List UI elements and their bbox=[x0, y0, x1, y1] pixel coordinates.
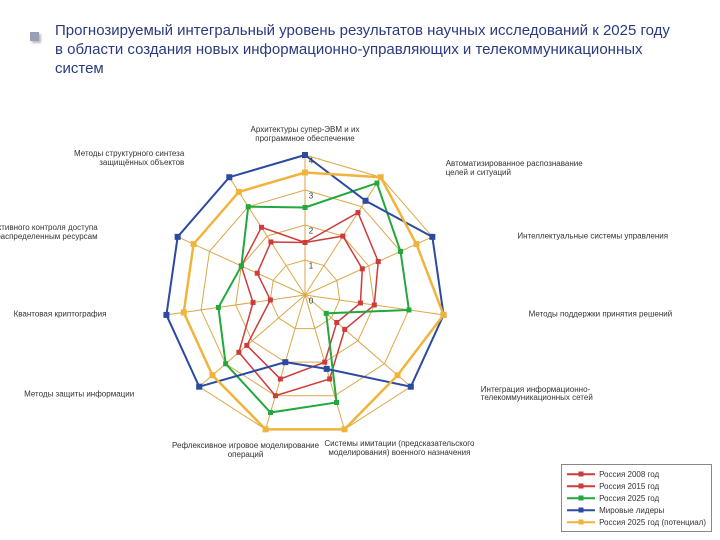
axis-label: Автоматизированное распознаваниецелей и … bbox=[446, 160, 616, 178]
series-marker bbox=[324, 311, 329, 316]
radial-tick: 4 bbox=[309, 157, 313, 166]
series-marker bbox=[216, 305, 221, 310]
series-marker bbox=[251, 300, 256, 305]
legend-item: Россия 2008 год bbox=[567, 468, 706, 480]
series-marker bbox=[378, 174, 384, 180]
series-marker bbox=[406, 307, 411, 312]
series-marker bbox=[429, 234, 435, 240]
series-marker bbox=[398, 249, 403, 254]
series-marker bbox=[191, 241, 197, 247]
legend-item: Россия 2015 год bbox=[567, 480, 706, 492]
series-marker bbox=[302, 170, 308, 176]
series-marker bbox=[196, 384, 202, 390]
series-marker bbox=[175, 234, 181, 240]
series-marker bbox=[278, 376, 283, 381]
legend-label: Россия 2015 год bbox=[599, 482, 659, 491]
series-marker bbox=[255, 271, 260, 276]
series-marker bbox=[236, 189, 242, 195]
axis-label: Методы защиты информации bbox=[0, 390, 134, 399]
axis-label: Квантовая криптография bbox=[0, 311, 106, 320]
series-line bbox=[218, 183, 409, 412]
series-marker bbox=[282, 359, 288, 365]
series-marker bbox=[363, 198, 369, 204]
series-marker bbox=[408, 384, 414, 390]
legend: Россия 2008 год Россия 2015 год Россия 202… bbox=[561, 464, 712, 532]
series-marker bbox=[327, 376, 332, 381]
series-marker bbox=[358, 300, 363, 305]
series-marker bbox=[263, 426, 269, 432]
series-marker bbox=[244, 343, 249, 348]
axis-label: Рефлексивное игровое моделированиеоперац… bbox=[146, 443, 346, 461]
radial-tick: 0 bbox=[309, 297, 313, 306]
slide: Прогнозируемый интегральный уровень резу… bbox=[0, 0, 720, 540]
series-marker bbox=[341, 426, 347, 432]
series-marker bbox=[355, 210, 360, 215]
legend-item: Россия 2025 год (потенциал) bbox=[567, 516, 706, 528]
series-marker bbox=[303, 205, 308, 210]
series-marker bbox=[413, 241, 419, 247]
series-marker bbox=[246, 204, 251, 209]
series-marker bbox=[342, 327, 347, 332]
axis-label: Интеграция информационно-телекоммуникаци… bbox=[481, 386, 641, 404]
series-marker bbox=[268, 297, 273, 302]
series-marker bbox=[236, 350, 241, 355]
legend-item: Мировые лидеры bbox=[567, 504, 706, 516]
series-marker bbox=[374, 181, 379, 186]
series-marker bbox=[303, 240, 308, 245]
radial-tick: 2 bbox=[309, 227, 313, 236]
series-marker bbox=[163, 312, 169, 318]
series-marker bbox=[334, 400, 339, 405]
series-marker bbox=[376, 259, 381, 264]
series-marker bbox=[372, 302, 377, 307]
series-marker bbox=[259, 225, 264, 230]
legend-label: Россия 2025 год bbox=[599, 494, 659, 503]
series-marker bbox=[441, 312, 447, 318]
axis-label: Архитектуры супер-ЭВМ и ихпрограммное об… bbox=[230, 126, 380, 144]
legend-label: Россия 2025 год (потенциал) bbox=[599, 518, 706, 527]
series-marker bbox=[302, 152, 308, 158]
legend-label: Мировые лидеры bbox=[599, 506, 664, 515]
radial-tick: 3 bbox=[309, 192, 313, 201]
series-marker bbox=[273, 393, 278, 398]
series-marker bbox=[239, 263, 244, 268]
slide-title: Прогнозируемый интегральный уровень резу… bbox=[55, 22, 675, 78]
radial-tick: 1 bbox=[309, 262, 313, 271]
series-marker bbox=[223, 361, 228, 366]
title-bullet bbox=[30, 32, 39, 41]
axis-label: Методы эффективного контроля доступак ра… bbox=[0, 224, 98, 242]
series-marker bbox=[395, 372, 401, 378]
legend-item: Россия 2025 год bbox=[567, 492, 706, 504]
series-marker bbox=[181, 309, 187, 315]
axis-label: Методы поддержки принятия решений bbox=[529, 311, 709, 320]
series-marker bbox=[334, 320, 339, 325]
series-marker bbox=[324, 366, 330, 372]
series-marker bbox=[268, 240, 273, 245]
legend-label: Россия 2008 год bbox=[599, 470, 659, 479]
series-marker bbox=[268, 410, 273, 415]
series-marker bbox=[322, 360, 327, 365]
axis-label: Интеллектуальные системы управления bbox=[517, 232, 697, 241]
series-marker bbox=[209, 372, 215, 378]
series-marker bbox=[226, 174, 232, 180]
axis-label: Методы структурного синтезазащищённых об… bbox=[24, 150, 184, 168]
series-marker bbox=[340, 234, 345, 239]
series-marker bbox=[360, 266, 365, 271]
